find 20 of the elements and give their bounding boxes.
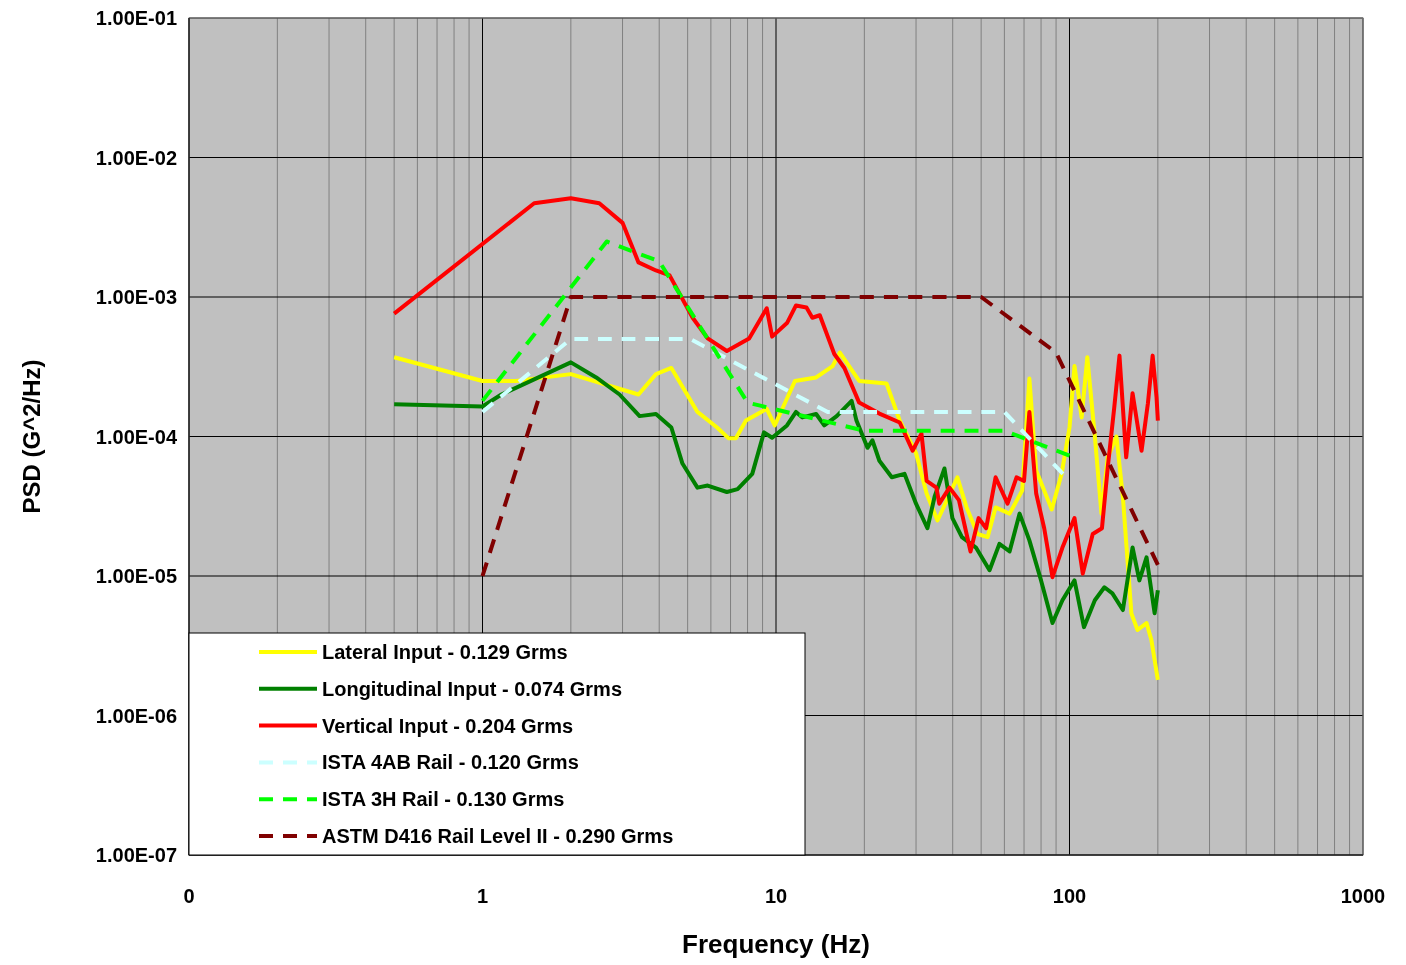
x-tick-label: 1: [476, 885, 489, 907]
legend-label: ISTA 3H Rail - 0.130 Grms: [322, 788, 565, 811]
legend-label: ASTM D416 Rail Level II - 0.290 Grms: [322, 825, 674, 847]
y-tick-label: 1.00E-05: [95, 565, 177, 587]
legend-label: Lateral Input - 0.129 Grms: [322, 641, 568, 663]
y-tick-label: 1.00E-03: [95, 286, 177, 308]
legend-label: ISTA 4AB Rail - 0.120 Grms: [322, 751, 579, 774]
x-tick-label: 1000: [1340, 885, 1386, 907]
x-tick-label: 100: [1052, 885, 1087, 907]
x-axis-title: Frequency (Hz): [682, 929, 870, 959]
x-tick-label: 10: [764, 885, 788, 907]
legend-label: Vertical Input - 0.204 Grms: [322, 714, 574, 737]
x-tick-label: 0: [183, 885, 195, 907]
legend-label: Longitudinal Input - 0.074 Grms: [322, 677, 623, 700]
y-axis-title: PSD (G^2/Hz): [18, 359, 45, 514]
y-tick-label: 1.00E-04: [95, 425, 178, 448]
y-tick-label: 1.00E-02: [95, 146, 177, 169]
y-tick-label: 1.00E-06: [95, 704, 177, 727]
y-tick-label: 1.00E-01: [95, 7, 177, 29]
y-tick-label: 1.00E-07: [95, 844, 177, 866]
